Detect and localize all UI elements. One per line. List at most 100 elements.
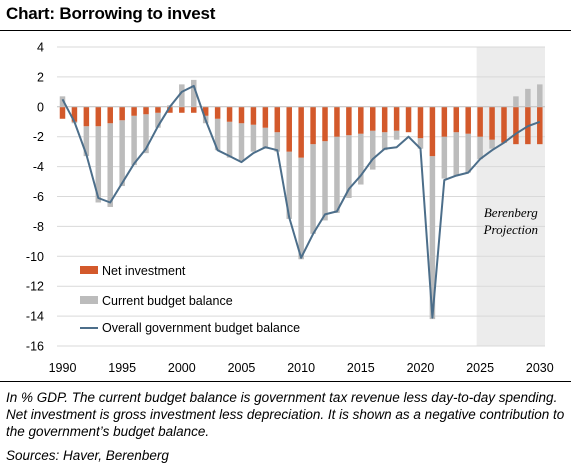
- current-budget-balance-bar: [59, 96, 66, 107]
- borrowing-chart: 4 2 0 -2 -4 -6 -8 -10 -12 -14 -16 1990 1995 2000 2005…: [26, 41, 554, 376]
- net-investment-bar: [131, 106, 137, 116]
- current-budget-balance-bar: [513, 96, 519, 107]
- current-budget-balance-bar: [417, 138, 424, 149]
- net-investment-bar: [107, 106, 113, 124]
- net-investment-bar: [537, 106, 543, 145]
- y-tick-label: -10: [26, 250, 44, 264]
- current-budget-balance-bar: [226, 121, 233, 158]
- net-investment-bar: [513, 106, 519, 145]
- net-investment-bar: [489, 106, 495, 140]
- x-tick-label: 2005: [228, 361, 256, 375]
- net-investment-bar: [262, 106, 269, 128]
- x-tick-label: 2015: [347, 361, 375, 375]
- x-tick-label: 2010: [287, 361, 315, 375]
- current-budget-balance-bar: [453, 132, 460, 176]
- y-axis-tick-labels: 4 2 0 -2 -4 -6 -8 -10 -12 -14 -16: [26, 41, 44, 354]
- net-investment-bar: [71, 106, 78, 122]
- current-budget-balance-bar: [179, 84, 185, 107]
- net-investment-bar: [346, 106, 352, 136]
- y-tick-label: -6: [33, 190, 44, 204]
- current-budget-balance-bar: [477, 136, 483, 160]
- current-budget-balance-bar: [334, 136, 340, 213]
- net-investment-bar: [167, 106, 173, 113]
- note-divider: [0, 381, 571, 382]
- net-investment-bar: [405, 106, 412, 133]
- y-tick-label: -8: [33, 220, 44, 234]
- y-tick-label: -16: [26, 340, 44, 354]
- current-budget-balance-bar: [250, 124, 257, 152]
- legend-label-current-budget-balance: Current budget balance: [102, 294, 233, 308]
- net-investment-bar: [322, 106, 328, 142]
- current-budget-balance-bar: [214, 118, 221, 151]
- net-investment-bar: [369, 106, 376, 131]
- projection-label-line1: Berenberg: [484, 205, 538, 220]
- legend-label-overall-balance: Overall government budget balance: [102, 321, 300, 335]
- x-tick-label: 2030: [526, 361, 554, 375]
- current-budget-balance-bar: [274, 132, 281, 152]
- net-investment-bar: [191, 106, 197, 113]
- legend-swatch-net-investment: [80, 266, 98, 274]
- title-divider: [0, 30, 571, 31]
- current-budget-balance-bar: [131, 115, 137, 166]
- net-investment-bar: [477, 106, 483, 137]
- current-budget-balance-bar: [238, 123, 245, 161]
- current-budget-balance-bar: [107, 123, 113, 207]
- current-budget-balance-bar: [346, 135, 352, 198]
- chart-sources: Sources: Haver, Berenberg: [6, 448, 169, 463]
- net-investment-bar: [298, 106, 304, 158]
- current-budget-balance-bar: [429, 156, 436, 320]
- net-investment-bar: [179, 106, 185, 113]
- net-investment-bar: [202, 106, 209, 116]
- net-investment-bar: [334, 106, 340, 137]
- current-budget-balance-bar: [83, 126, 90, 157]
- net-investment-bar: [59, 106, 66, 119]
- net-investment-bar: [429, 106, 436, 157]
- x-axis-tick-labels: 1990 1995 2000 2005 2010 2015 2020 2025 2030: [49, 361, 554, 375]
- x-tick-label: 2000: [168, 361, 196, 375]
- y-tick-label: -14: [26, 310, 44, 324]
- net-investment-bar: [250, 106, 257, 125]
- projection-label-line2: Projection: [483, 222, 538, 237]
- net-investment-bar: [95, 106, 102, 127]
- net-investment-bar: [226, 106, 233, 122]
- current-budget-balance-bar: [465, 133, 471, 173]
- x-tick-label: 2025: [466, 361, 494, 375]
- current-budget-balance-bar: [262, 127, 269, 149]
- current-budget-balance-bar: [537, 84, 543, 107]
- y-tick-label: -12: [26, 280, 44, 294]
- current-budget-balance-bar: [95, 126, 102, 203]
- y-tick-label: 2: [37, 70, 44, 84]
- current-budget-balance-bar: [143, 114, 149, 154]
- x-tick-label: 1990: [49, 361, 77, 375]
- net-investment-bar: [83, 106, 90, 127]
- chart-note: In % GDP. The current budget balance is …: [6, 390, 565, 439]
- current-budget-balance-bar: [441, 136, 448, 179]
- net-investment-bar: [310, 106, 316, 145]
- current-budget-balance-bar: [119, 120, 125, 187]
- current-budget-balance-bar: [286, 151, 292, 219]
- current-budget-balance-bar: [393, 130, 400, 140]
- net-investment-bar: [381, 106, 388, 133]
- current-budget-balance-bar: [525, 88, 531, 107]
- x-tick-label: 2020: [407, 361, 435, 375]
- overall-balance-line: [61, 84, 541, 319]
- net-investment-bar: [238, 106, 245, 124]
- net-investment-bar: [393, 106, 400, 131]
- current-budget-balance-bar: [369, 130, 376, 170]
- current-budget-balance-bar: [191, 79, 197, 107]
- current-budget-balance-bar: [358, 133, 364, 185]
- current-budget-balance-bar: [310, 144, 316, 234]
- net-investment-bar: [119, 106, 125, 121]
- current-budget-balance-bars: [59, 79, 543, 320]
- net-investment-bar: [465, 106, 471, 134]
- net-investment-bar: [358, 106, 364, 134]
- y-tick-label: 0: [37, 100, 44, 114]
- y-tick-label: 4: [37, 41, 44, 55]
- net-investment-bar: [274, 106, 281, 133]
- net-investment-bar: [453, 106, 460, 133]
- chart-legend: Net investment Current budget balance Ov…: [80, 264, 300, 335]
- x-tick-label: 1995: [108, 361, 136, 375]
- current-budget-balance-bar: [322, 141, 328, 221]
- legend-label-net-investment: Net investment: [102, 264, 186, 278]
- current-budget-balance-bar: [381, 132, 388, 151]
